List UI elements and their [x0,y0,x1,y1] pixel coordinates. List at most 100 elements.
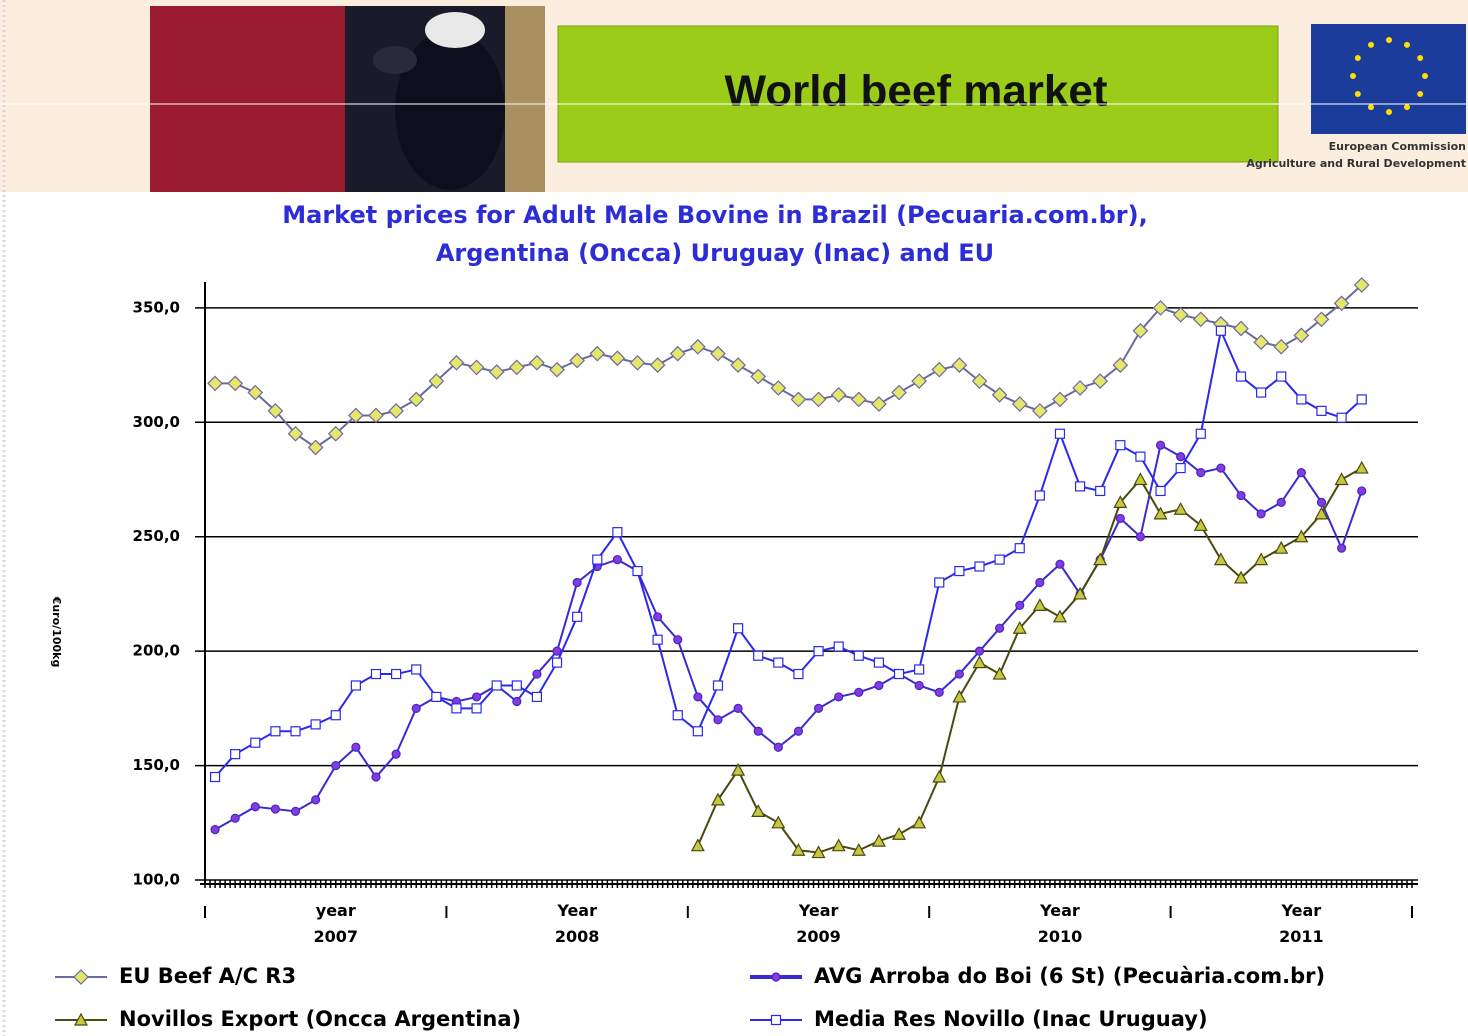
data-point [209,771,221,783]
data-point [713,715,723,725]
data-point [753,726,763,736]
data-point [1153,506,1168,520]
star [1386,109,1392,115]
data-point [733,703,743,713]
data-point [934,687,944,697]
series-line [214,327,1363,778]
logo-line: Agriculture and Rural Development [1246,157,1466,170]
data-point [1095,485,1106,497]
data-point [1195,428,1206,439]
data-point [790,391,807,408]
data-point [1196,468,1206,478]
data-point [770,380,787,396]
data-point [1173,502,1188,515]
star [1354,91,1361,97]
data-point [250,737,261,748]
data-point [270,726,281,737]
red-block [150,6,345,192]
data-point [632,565,643,577]
data-point [471,703,482,714]
data-point [1296,468,1306,478]
data-point [250,802,260,812]
data-point [649,357,666,373]
data-point [267,403,284,419]
data-point [911,373,927,389]
x-tick-label: Year 2011 [1279,901,1324,946]
data-point [290,726,301,737]
chart-title: Argentina (Oncca) Uruguay (Inac) and EU [436,239,994,267]
logo-line: European Commission [1329,140,1466,153]
x-tick-label: Year 2010 [1037,901,1083,946]
data-point [813,646,824,657]
data-point [854,687,864,697]
series-line [214,443,1363,831]
data-point [1152,300,1169,316]
data-point [1093,552,1108,566]
data-point [1253,334,1269,351]
data-point [914,680,924,691]
data-point [287,425,304,442]
data-point [994,554,1005,565]
data-point [692,726,703,737]
data-point [1115,440,1126,451]
y-tick-label: 350,0 [133,298,180,316]
data-point [368,407,384,424]
data-point [730,357,746,373]
data-point [1213,552,1228,566]
data-point [1215,325,1226,336]
data-point [428,373,445,389]
data-point [932,769,947,783]
data-point [307,439,324,456]
star [1417,91,1424,97]
data-point [831,838,846,852]
data-point [1235,371,1247,382]
data-point [1316,405,1327,416]
legend-label: Media Res Novillo (Inac Uruguay) [814,1007,1208,1031]
data-point [811,845,826,859]
data-point [370,668,382,680]
data-point [1233,570,1249,584]
data-point [230,813,240,823]
star [1368,41,1374,48]
data-point [793,668,804,680]
data-point [834,692,844,702]
data-point [771,815,786,829]
data-point [1172,306,1189,323]
data-point [1314,506,1329,520]
data-point [851,842,866,856]
data-point [992,666,1007,680]
data-point [690,838,705,852]
star [1386,37,1392,43]
data-point [451,703,462,714]
data-point [350,680,361,691]
data-point [448,354,465,371]
data-point [1336,412,1347,423]
data-point [270,804,281,814]
data-point [408,391,425,408]
data-point [954,669,964,679]
data-point [290,806,301,816]
data-point [1014,543,1025,554]
data-point [227,375,244,392]
data-point [710,345,726,362]
data-point [1293,327,1310,344]
data-point [673,635,683,645]
data-point [411,703,421,713]
data-point [330,710,341,721]
data-point [1276,371,1287,382]
data-point [1135,451,1146,462]
data-point [230,749,241,760]
data-point [1334,472,1349,486]
data-point [893,668,905,680]
data-point [572,611,583,622]
data-point [914,664,925,675]
data-point [529,354,545,371]
data-point [750,368,767,385]
data-point [1073,586,1088,600]
legend-marker [771,972,781,982]
y-tick-label: 200,0 [133,642,180,660]
data-point [210,825,220,835]
data-point [951,357,968,373]
